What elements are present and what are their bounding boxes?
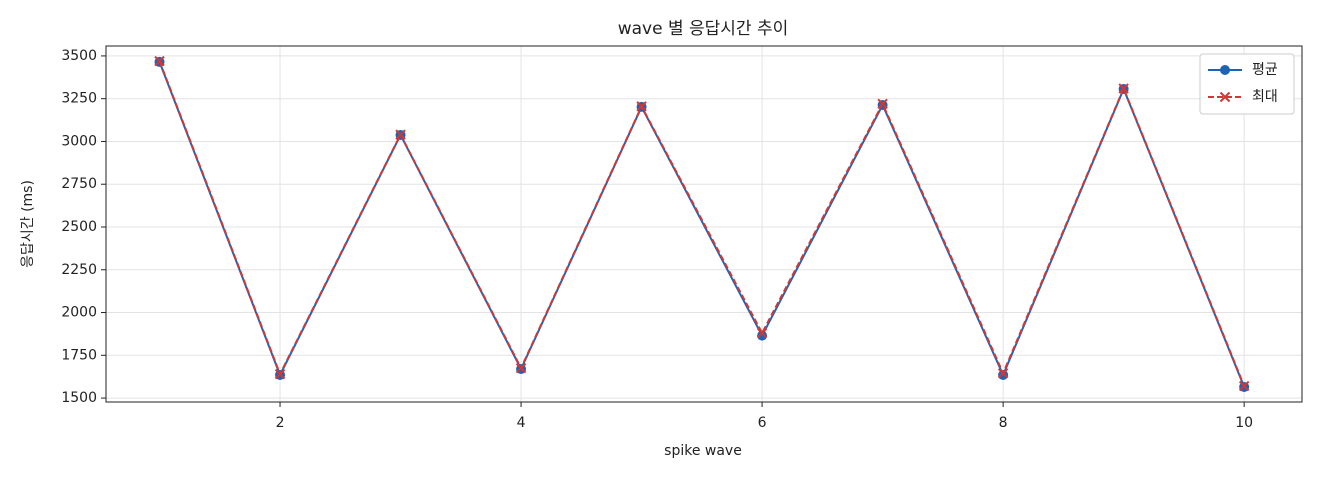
- legend-label: 최대: [1252, 89, 1278, 105]
- plot-frame: [105, 45, 1303, 403]
- point: [1238, 380, 1250, 392]
- point: [757, 330, 768, 341]
- series-line: [158, 60, 1246, 387]
- point: [997, 368, 1009, 379]
- point: [515, 362, 527, 374]
- legend-marker: [1219, 91, 1231, 103]
- point: [395, 129, 406, 140]
- point: [154, 55, 165, 67]
- y-tick-label: 3000: [61, 133, 97, 149]
- y-tick-label: 2000: [61, 305, 97, 321]
- x-tick-label: 8: [999, 415, 1008, 431]
- y-tick-label: 2500: [61, 219, 97, 235]
- y-tick-label: 3250: [61, 91, 97, 107]
- point: [877, 98, 888, 110]
- point: [1118, 83, 1129, 94]
- point: [756, 327, 768, 339]
- x-axis-label: spike wave: [664, 443, 742, 459]
- x-tick-label: 2: [276, 415, 285, 431]
- y-tick-label: 1500: [61, 390, 97, 406]
- y-tick-label: 2750: [61, 176, 97, 192]
- point: [636, 101, 647, 112]
- x-tick-label: 10: [1235, 415, 1253, 431]
- x-tick-label: 6: [758, 415, 767, 431]
- y-tick-label: 3500: [61, 48, 97, 64]
- point: [274, 368, 286, 380]
- x-tick-label: 4: [517, 415, 526, 431]
- chart-title: wave 별 응답시간 추이: [618, 19, 789, 39]
- y-tick-label: 1750: [61, 347, 97, 363]
- legend-marker: [1220, 65, 1230, 75]
- y-axis-label: 응답시간 (ms): [20, 180, 36, 268]
- legend-box: [1199, 53, 1295, 115]
- legend-label: 평균: [1252, 62, 1278, 78]
- y-tick-label: 2250: [61, 262, 97, 278]
